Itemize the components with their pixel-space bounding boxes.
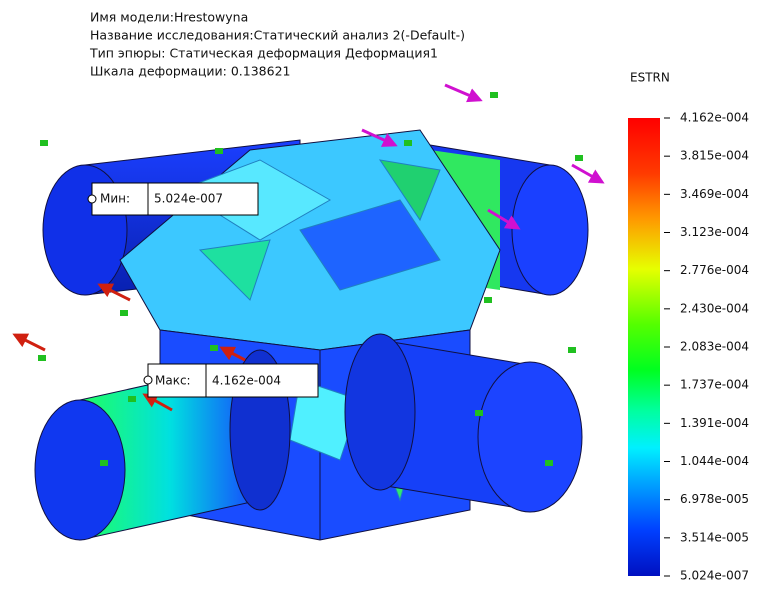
max-label: Макс: [155, 374, 191, 388]
result-view: Имя модели:Hrestowyna Название исследова… [0, 0, 767, 587]
color-bar [628, 118, 660, 576]
legend-label: 2.083e-004 [680, 340, 749, 354]
legend-label: 1.737e-004 [680, 378, 749, 392]
min-value: 5.024e-007 [154, 192, 223, 206]
legend-label: 1.391e-004 [680, 416, 749, 430]
legend-label: 3.123e-004 [680, 225, 749, 239]
legend-label: 2.776e-004 [680, 263, 749, 277]
deform-scale: Шкала деформации: 0.138621 [90, 64, 290, 79]
header: Имя модели:Hrestowyna Название исследова… [89, 10, 465, 79]
legend: ESTRN 4.162e-004 3.815e-004 3.469e-004 3.12… [628, 71, 749, 583]
legend-label: 6.978e-005 [680, 492, 749, 506]
min-label: Мин: [100, 192, 130, 206]
min-callout: Мин: 5.024e-007 [88, 183, 258, 215]
legend-label: 3.815e-004 [680, 149, 749, 163]
max-value: 4.162e-004 [212, 374, 281, 388]
legend-label: 3.469e-004 [680, 187, 749, 201]
legend-label: 4.162e-004 [680, 111, 749, 125]
legend-label: 5.024e-007 [680, 569, 749, 583]
body: {"header": {"lines": ["Имя модели:Hresto… [0, 0, 767, 587]
legend-title: ESTRN [630, 71, 670, 85]
plot-type: Тип эпюры: Статическая деформация Деформ… [89, 46, 438, 61]
model-name: Имя модели:Hrestowyna [90, 10, 248, 25]
page: Hrestowyna html, body { margin: 0; paddi… [0, 0, 767, 587]
legend-label: 2.430e-004 [680, 301, 749, 315]
study-name: Название исследования:Статический анализ… [90, 28, 465, 43]
legend-label: 3.514e-005 [680, 530, 749, 544]
max-callout: Макс: 4.162e-004 [144, 364, 318, 397]
legend-label: 1.044e-004 [680, 454, 749, 468]
